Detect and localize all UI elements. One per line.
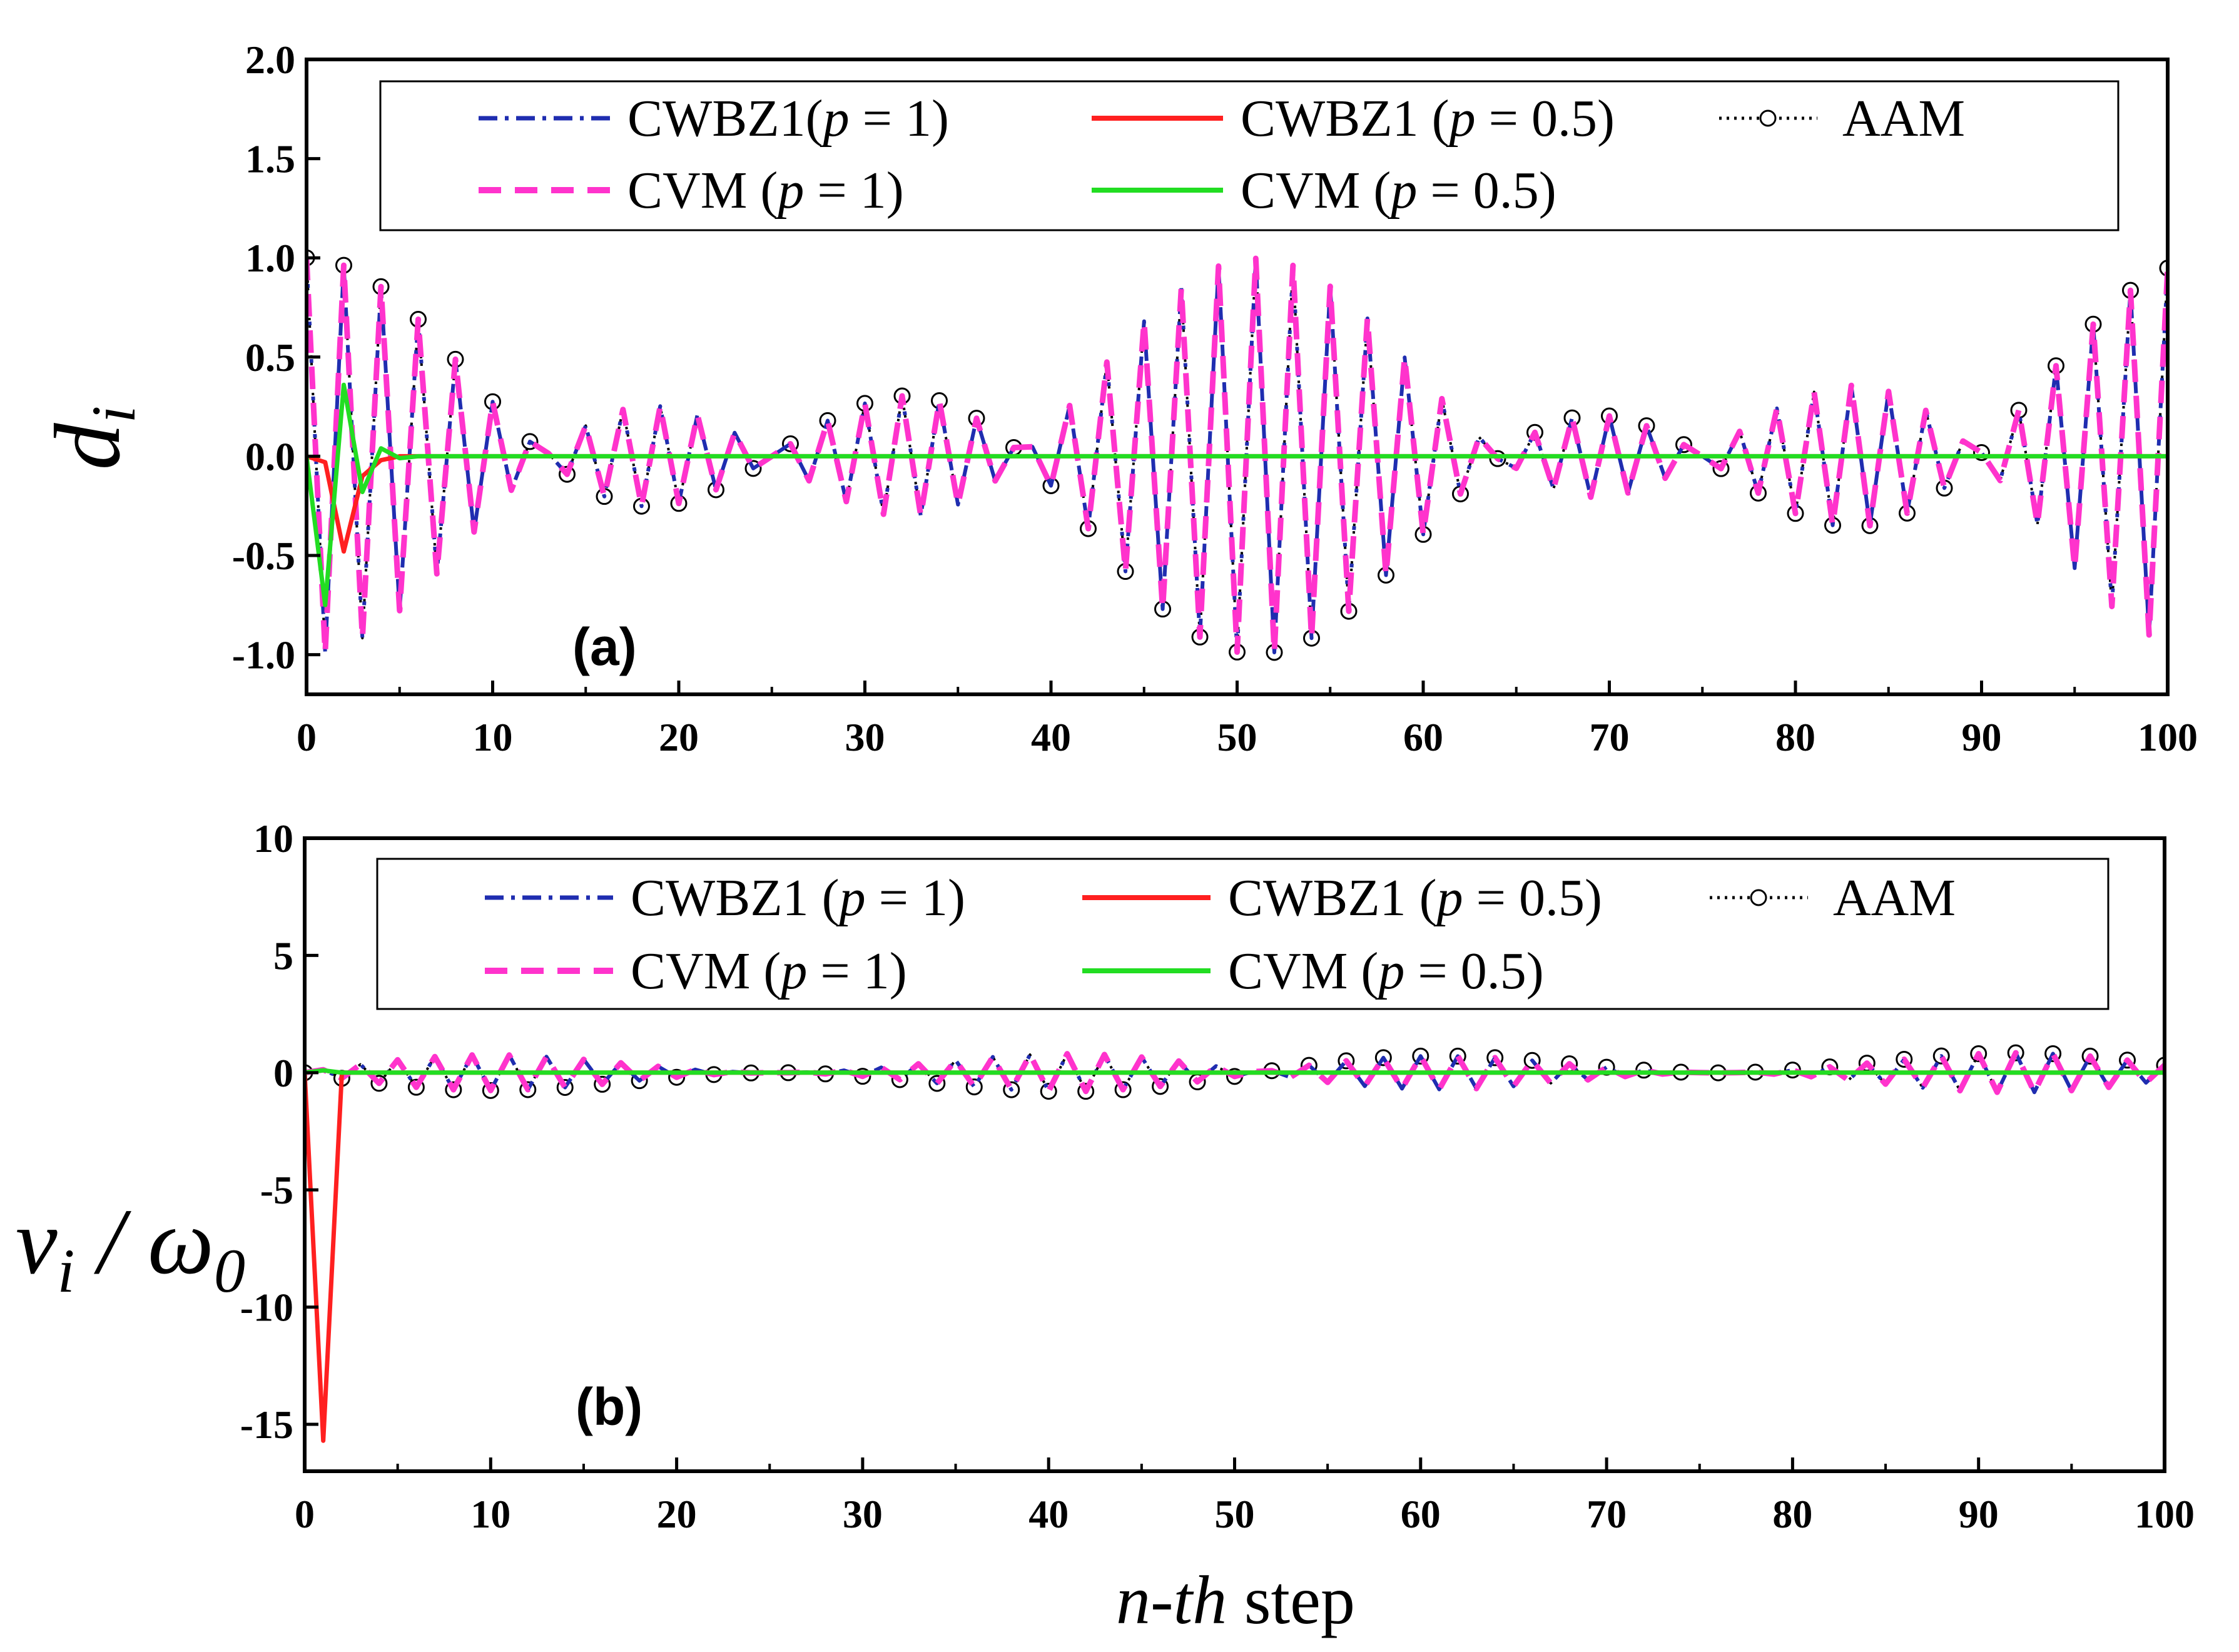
panel-b-xtick-label: 80 [1772, 1492, 1812, 1536]
panel-a-legend-label-2: AAM [1842, 89, 1965, 148]
panel-b-xtick-label: 20 [657, 1492, 697, 1536]
panel-b-ytick-label: -10 [240, 1285, 293, 1330]
panel-a-xtick-label: 60 [1403, 715, 1443, 759]
panel-a: 0 10 20 30 40 50 60 70 80 90 100 2.0 1.5 1.0 0.5 0.0 -0.… [36, 38, 2198, 759]
panel-b-ylabel-main: v [16, 1190, 58, 1294]
panel-a-legend-label-0: CWBZ1(p = 1) [627, 89, 949, 148]
panel-b-xtick-label: 40 [1028, 1492, 1069, 1536]
panel-a-series-line-4 [307, 382, 2168, 607]
panel-b-xtick-label: 50 [1215, 1492, 1255, 1536]
panel-a-ylabel: di [36, 406, 148, 470]
panel-b-label: (b) [576, 1377, 642, 1436]
panel-a-legend: CWBZ1(p = 1) CWBZ1 (p = 0.5) AAM CVM (p = 1… [379, 80, 2120, 231]
panel-a-xtick-label: 40 [1031, 715, 1071, 759]
panel-a-ytick-label: 0.0 [245, 434, 295, 479]
panel-b-ytick-label: -15 [240, 1402, 293, 1447]
panel-a-legend-label-4: CVM (p = 0.5) [1241, 161, 1556, 220]
panel-b-legend-label-1: CWBZ1 (p = 0.5) [1228, 869, 1602, 927]
panel-a-xtick-label: 90 [1962, 715, 2002, 759]
panel-b-xtick-label: 0 [295, 1492, 315, 1536]
panel-b-xtick-label: 90 [1959, 1492, 1999, 1536]
panel-a-ylabel-main: d [36, 422, 140, 470]
panel-a-xtick-label: 80 [1775, 715, 1815, 759]
panel-b-legend-box [376, 858, 2110, 1010]
panel-b-legend: CWBZ1 (p = 1) CWBZ1 (p = 0.5) AAM CVM (p = … [376, 858, 2110, 1010]
panel-b-ylabel-sub: i [58, 1236, 75, 1305]
panel-a-ytick-label: 2.0 [245, 38, 295, 82]
panel-b-xtick-label: 70 [1587, 1492, 1627, 1536]
panel-a-ytick-label: -0.5 [232, 534, 295, 578]
panel-b-ytick-label: -5 [260, 1168, 293, 1212]
panel-a-xtick-label: 30 [845, 715, 885, 759]
panel-b-series-line-4 [305, 1068, 2165, 1075]
panel-a-legend-marker [1759, 109, 1777, 127]
panel-b-ylabel-slash: / ω [74, 1190, 214, 1294]
panel-a-legend-label-3: CVM (p = 1) [627, 161, 904, 220]
x-axis-label-rest: step [1227, 1562, 1355, 1638]
x-axis-label-italic: n-th [1116, 1562, 1227, 1638]
panel-a-ytick-label: -1.0 [232, 633, 295, 677]
panel-b-ylabel-sub2: 0 [214, 1236, 245, 1305]
panel-a-xtick-label: 10 [473, 715, 513, 759]
panel-b-legend-label-0: CWBZ1 (p = 1) [631, 869, 965, 927]
panel-a-xtick-label: 50 [1217, 715, 1257, 759]
panel-b-legend-marker [1750, 889, 1767, 906]
panel-b-ytick-label: 10 [253, 816, 293, 861]
panel-b-legend-label-4: CVM (p = 0.5) [1228, 942, 1544, 1000]
panel-a-series-line-3 [307, 255, 2168, 656]
panel-b-legend-label-2: AAM [1833, 869, 1956, 927]
panel-a-legend-box [379, 80, 2120, 231]
panel-a-xtick-label: 100 [2138, 715, 2198, 759]
panel-b-xtick-label: 30 [843, 1492, 883, 1536]
panel-b-xtick-label: 10 [470, 1492, 510, 1536]
panel-b-xtick-label: 100 [2135, 1492, 2195, 1536]
panel-b-series-line-3 [305, 1050, 2165, 1095]
x-axis-label: n-th step [1116, 1562, 1355, 1638]
panel-b-legend-label-3: CVM (p = 1) [631, 942, 907, 1000]
panel-a-ytick-label: 1.5 [245, 137, 295, 181]
panel-a-legend-label-1: CWBZ1 (p = 0.5) [1241, 89, 1615, 148]
panel-a-xtick-label: 70 [1590, 715, 1630, 759]
panel-a-ytick-label: 1.0 [245, 236, 295, 280]
panel-a-xtick-label: 0 [297, 715, 317, 759]
panel-b-ytick-label: 5 [273, 933, 293, 978]
panel-b-xtick-label: 60 [1401, 1492, 1441, 1536]
panel-b-ylabel: vi / ω0 [16, 1190, 245, 1305]
panel-a-label: (a) [572, 617, 637, 676]
panel-a-ylabel-sub: i [79, 406, 148, 423]
panel-a-ytick-label: 0.5 [245, 335, 295, 380]
panel-b-ytick-label: 0 [273, 1051, 293, 1095]
panel-a-xtick-label: 20 [659, 715, 699, 759]
